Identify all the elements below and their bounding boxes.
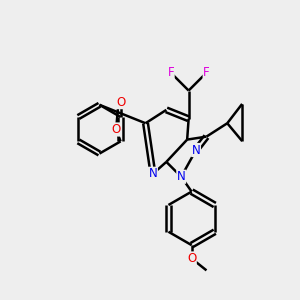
Text: N: N (177, 170, 186, 183)
Text: O: O (116, 96, 125, 109)
Text: N: N (192, 143, 200, 157)
Text: O: O (187, 252, 196, 265)
Text: F: F (167, 66, 174, 79)
Text: N: N (148, 167, 157, 180)
Text: O: O (112, 123, 121, 136)
Text: F: F (203, 66, 210, 79)
